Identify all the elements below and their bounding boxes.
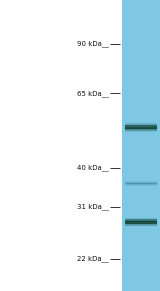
Bar	[125, 123, 156, 124]
Bar	[125, 126, 156, 127]
Bar	[125, 225, 156, 226]
Text: 22 kDa__: 22 kDa__	[77, 255, 109, 262]
Text: 31 kDa__: 31 kDa__	[77, 203, 109, 210]
Bar	[125, 125, 156, 126]
FancyBboxPatch shape	[122, 0, 160, 291]
Bar	[125, 128, 156, 129]
Bar	[125, 219, 156, 220]
Bar	[125, 223, 156, 224]
Bar	[125, 127, 156, 128]
Bar	[125, 128, 156, 129]
Bar	[125, 131, 156, 132]
Bar	[125, 221, 156, 222]
Bar	[125, 129, 156, 130]
Bar	[125, 220, 156, 221]
Text: 90 kDa__: 90 kDa__	[77, 40, 109, 47]
Bar	[125, 129, 156, 130]
Bar	[125, 123, 156, 124]
Bar	[125, 219, 156, 220]
Bar	[125, 218, 156, 219]
Bar	[125, 218, 156, 219]
Bar	[125, 131, 156, 132]
Text: 40 kDa__: 40 kDa__	[77, 164, 109, 171]
Bar	[125, 222, 156, 223]
Bar	[125, 130, 156, 131]
Bar	[125, 224, 156, 225]
Bar	[125, 130, 156, 131]
Bar	[125, 124, 156, 125]
Text: 65 kDa__: 65 kDa__	[77, 90, 109, 97]
Bar	[125, 220, 156, 221]
